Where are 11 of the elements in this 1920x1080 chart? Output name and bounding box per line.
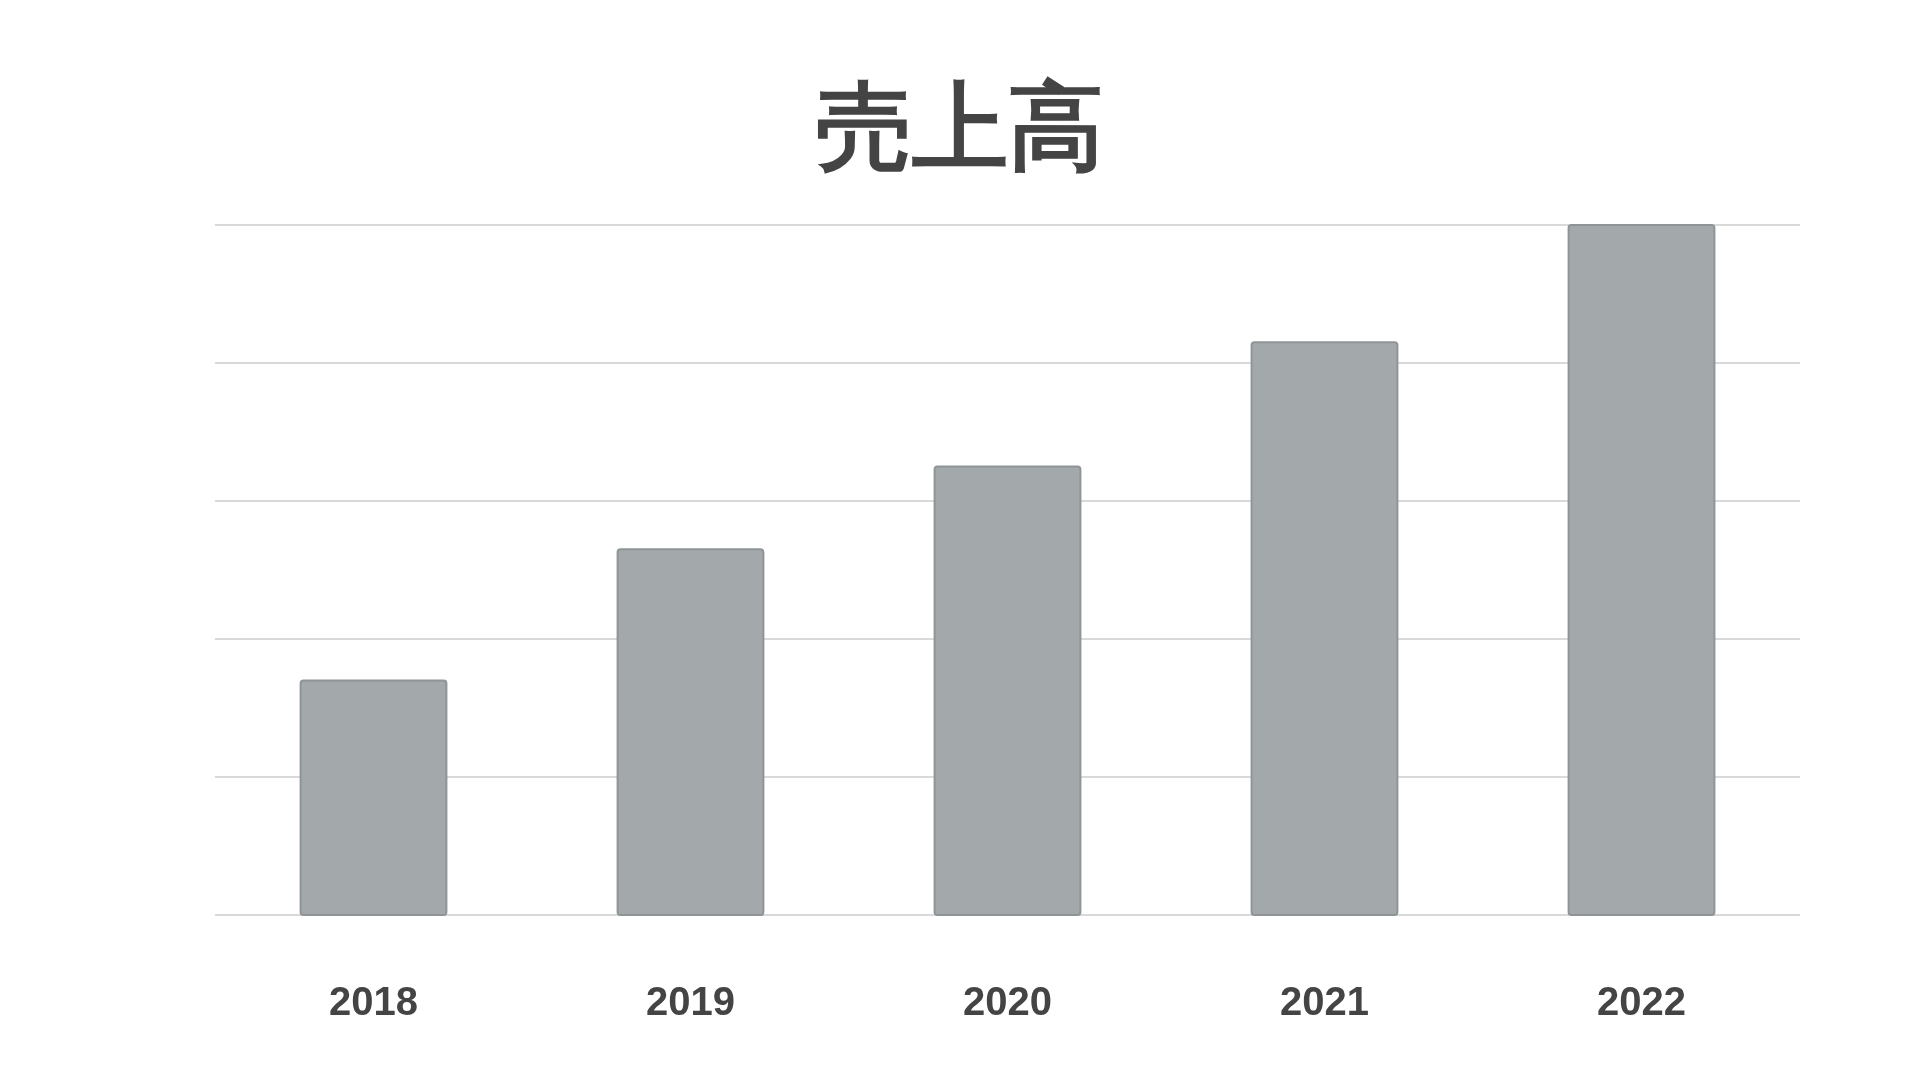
bar — [1567, 224, 1716, 916]
x-tick-label: 2019 — [646, 979, 735, 1023]
chart-title: 売上高 — [816, 73, 1104, 180]
bar — [1250, 341, 1399, 916]
x-tick-label: 2021 — [1280, 979, 1369, 1023]
x-tick-label: 2022 — [1597, 979, 1686, 1023]
bar — [616, 548, 765, 916]
x-tick-label: 2020 — [963, 979, 1052, 1023]
bar — [933, 465, 1082, 916]
bar — [299, 679, 448, 916]
x-tick-label: 2018 — [329, 979, 418, 1023]
